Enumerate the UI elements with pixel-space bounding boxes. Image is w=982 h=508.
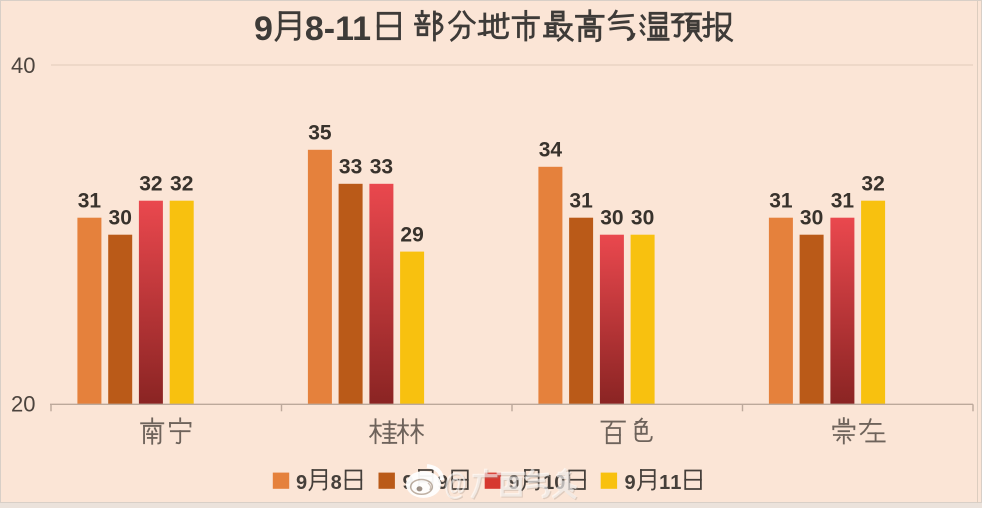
svg-text:31: 31 (769, 189, 793, 212)
svg-text:9: 9 (254, 10, 273, 48)
svg-text:40: 40 (11, 53, 35, 78)
svg-text:35: 35 (308, 122, 332, 145)
svg-text:9: 9 (437, 472, 448, 494)
svg-text:34: 34 (539, 139, 563, 162)
svg-text:30: 30 (109, 206, 132, 229)
svg-text:30: 30 (600, 206, 623, 229)
svg-text:33: 33 (339, 156, 362, 179)
svg-text:32: 32 (170, 172, 193, 195)
svg-text:@: @ (444, 466, 467, 501)
svg-text:31: 31 (831, 189, 855, 212)
svg-text:1: 1 (670, 472, 681, 494)
svg-text:30: 30 (631, 206, 654, 229)
svg-text:8: 8 (331, 472, 342, 494)
svg-text:32: 32 (861, 172, 884, 195)
svg-text:1: 1 (543, 472, 554, 494)
svg-text:9: 9 (625, 472, 636, 494)
svg-text:@: @ (445, 467, 468, 502)
svg-text:20: 20 (11, 392, 35, 417)
svg-text:29: 29 (400, 223, 423, 246)
svg-text:8-11: 8-11 (305, 10, 371, 48)
svg-text:32: 32 (139, 172, 162, 195)
svg-text:31: 31 (569, 189, 593, 212)
svg-text:31: 31 (78, 189, 102, 212)
svg-text:9: 9 (296, 472, 307, 494)
svg-text:1: 1 (659, 472, 670, 494)
svg-text:33: 33 (370, 156, 393, 179)
svg-text:30: 30 (800, 206, 823, 229)
